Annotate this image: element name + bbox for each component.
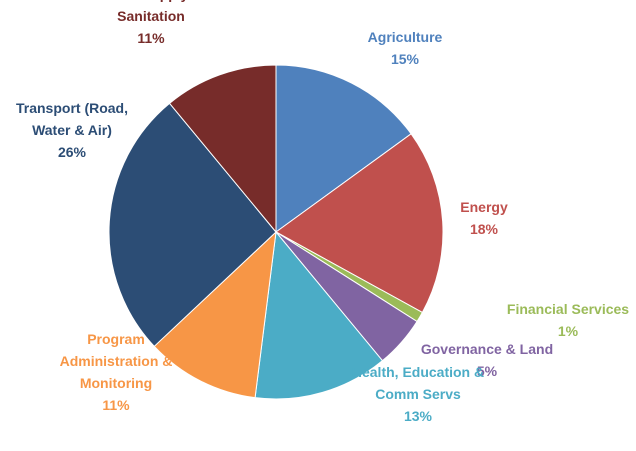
slice-name-label: Sanitation (117, 8, 185, 24)
slice-label-8: Water Supply & Sanitation 11% (100, 0, 203, 46)
pie-slice-7 (108, 102, 277, 348)
slice-name-label: Energy (460, 199, 508, 215)
slice-percent-label: 26% (58, 144, 87, 160)
slice-name-label: Health, Education & (352, 364, 484, 380)
pie-slice-6 (153, 230, 277, 399)
slices-group (108, 64, 444, 400)
slice-percent-label: 1% (558, 323, 579, 339)
pie-slice-8 (168, 64, 277, 234)
slice-percent-label: 11% (137, 30, 165, 46)
slice-name-label: Financial Services (507, 301, 629, 317)
slice-percent-label: 15% (391, 51, 420, 67)
slice-name-label: Water & Air) (32, 122, 112, 138)
slice-label-5: Health, Education & Comm Servs 13% (352, 364, 484, 424)
slice-percent-label: 11% (102, 397, 130, 413)
slice-percent-label: 5% (477, 363, 498, 379)
slice-name-label: Comm Servs (375, 386, 461, 402)
slice-name-label: Program (87, 331, 145, 347)
slice-label-6: Program Administration & Monitoring 11% (60, 331, 173, 413)
slice-name-label: Governance & Land (421, 341, 553, 357)
slice-name-label: Transport (Road, (16, 100, 128, 116)
labels-group: Agriculture 15% Energy 18% Financial Service… (16, 0, 629, 424)
slice-label-1: Agriculture 15% (368, 29, 443, 67)
slice-label-3: Financial Services 1% (507, 301, 629, 339)
slice-label-2: Energy 18% (460, 199, 508, 237)
pie-slice-5 (254, 230, 384, 400)
slice-name-label: Water Supply & (100, 0, 203, 2)
slice-name-label: Administration & (60, 353, 173, 369)
slice-name-label: Monitoring (80, 375, 152, 391)
pie-slice-1 (275, 64, 412, 233)
slice-label-4: Governance & Land 5% (421, 341, 553, 379)
slice-label-7: Transport (Road, Water & Air) 26% (16, 100, 128, 160)
slice-percent-label: 13% (404, 408, 433, 424)
slice-name-label: Agriculture (368, 29, 443, 45)
pie-slice-2 (275, 133, 444, 314)
slice-percent-label: 18% (470, 221, 499, 237)
